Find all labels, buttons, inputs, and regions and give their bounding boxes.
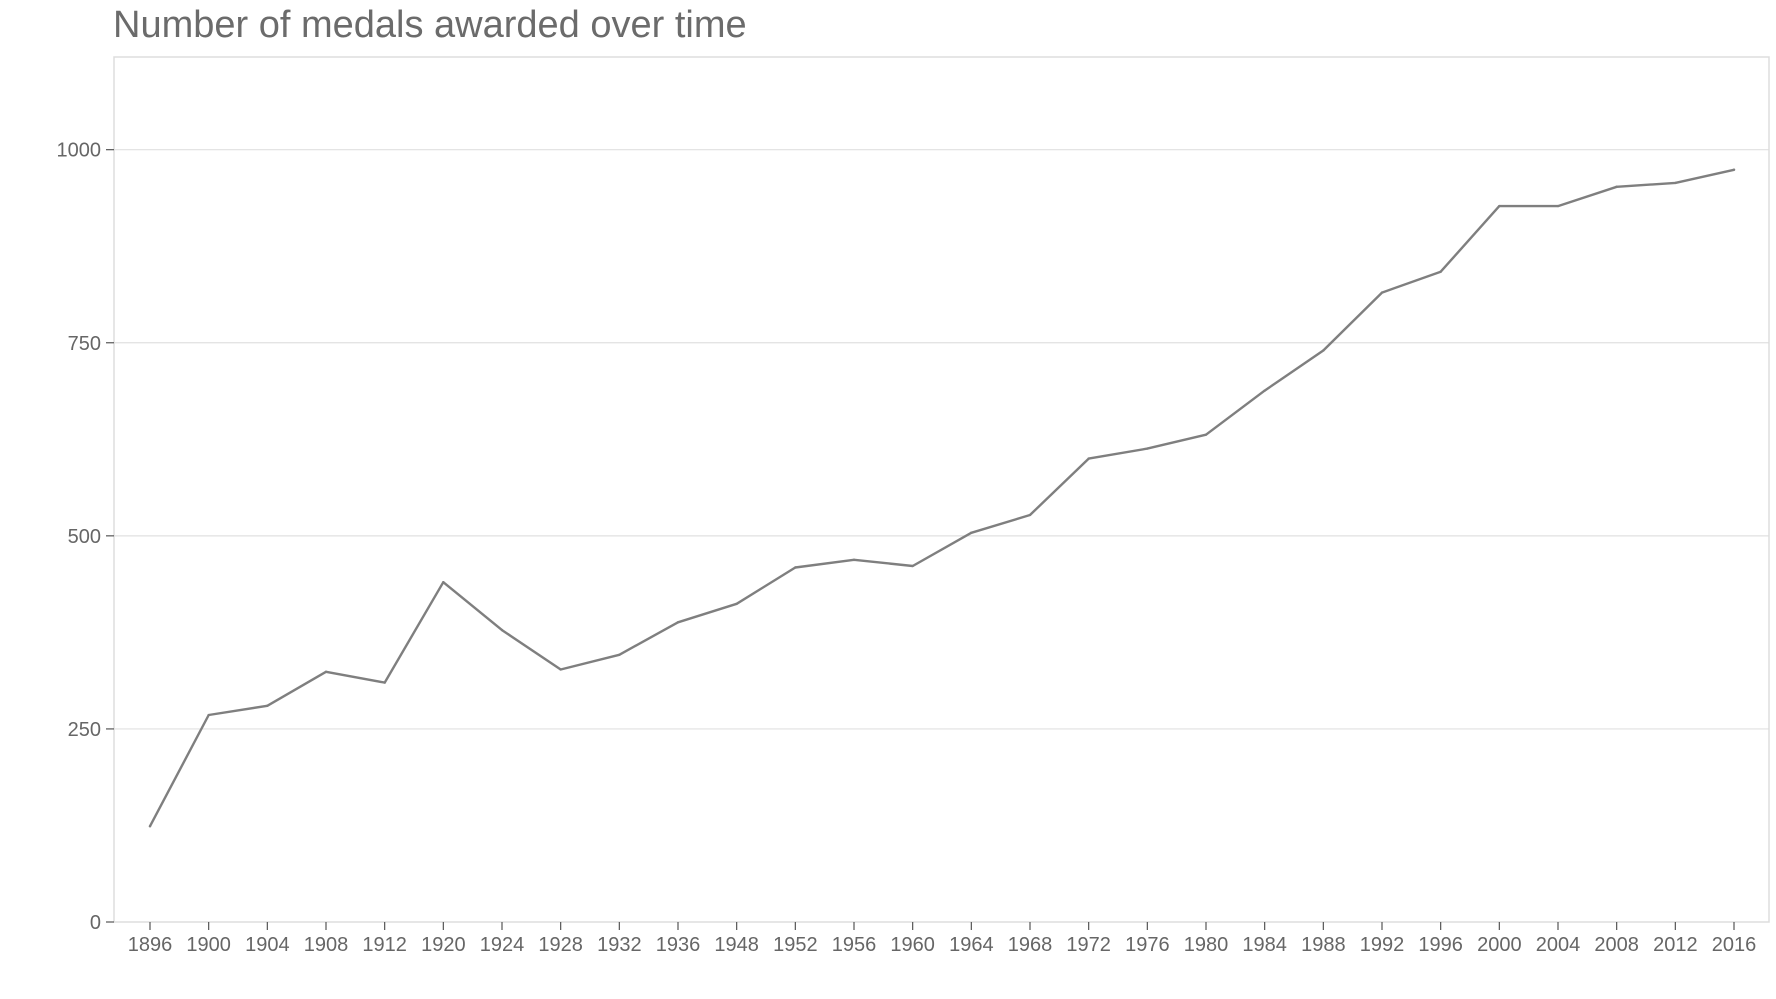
x-tick-label: 2004 xyxy=(1536,934,1581,956)
x-tick-label: 1908 xyxy=(304,934,349,956)
data-point xyxy=(1498,204,1501,208)
x-tick-label: 1996 xyxy=(1418,934,1463,956)
x-tick-label: 1984 xyxy=(1242,934,1287,956)
data-point xyxy=(266,704,269,707)
x-tick-label: 1952 xyxy=(773,934,818,956)
data-point xyxy=(676,621,680,624)
y-tick-label: 0 xyxy=(90,912,101,934)
y-tick-label: 750 xyxy=(68,333,101,355)
y-tick-label: 500 xyxy=(68,526,101,548)
data-point xyxy=(500,628,504,632)
x-tick-label: 1976 xyxy=(1125,934,1170,956)
data-point xyxy=(442,580,445,584)
data-point xyxy=(735,602,738,606)
x-axis: 1896 1900 1904 1908 1912 1920 1924 1928 1932 1936… xyxy=(128,922,1757,956)
data-point xyxy=(618,653,621,656)
data-point xyxy=(1322,349,1325,352)
x-tick-label: 1956 xyxy=(832,934,877,956)
x-tick-label: 2008 xyxy=(1594,934,1639,956)
x-tick-label: 1924 xyxy=(480,934,525,956)
x-tick-label: 1964 xyxy=(949,934,994,956)
x-tick-label: 1960 xyxy=(890,934,935,956)
x-tick-label: 1948 xyxy=(714,934,759,956)
x-tick-label: 1992 xyxy=(1360,934,1405,956)
x-tick-label: 1968 xyxy=(1008,934,1053,956)
x-tick-label: 1928 xyxy=(538,934,583,956)
data-point xyxy=(1732,168,1736,171)
x-tick-label: 1920 xyxy=(421,934,466,956)
data-point xyxy=(970,531,973,534)
x-tick-label: 2012 xyxy=(1653,934,1698,956)
x-tick-label: 2016 xyxy=(1712,934,1757,956)
chart-title: Number of medals awarded over time xyxy=(113,4,747,46)
series-line xyxy=(148,168,1736,828)
data-point xyxy=(207,713,210,717)
x-tick-label: 1988 xyxy=(1301,934,1346,956)
series-layer xyxy=(148,168,1736,828)
data-point xyxy=(1380,291,1384,294)
data-point xyxy=(794,566,797,569)
data-point xyxy=(559,668,562,671)
plot-area-border xyxy=(113,56,1770,923)
x-tick-label: 1936 xyxy=(656,934,701,956)
data-point xyxy=(1263,389,1266,392)
x-tick-label: 1972 xyxy=(1066,934,1111,956)
y-axis: 0 250 500 750 1000 xyxy=(57,140,114,934)
data-point xyxy=(1439,270,1442,273)
x-tick-label: 2000 xyxy=(1477,934,1522,956)
x-tick-label: 1896 xyxy=(128,934,173,956)
y-tick-label: 1000 xyxy=(57,140,102,162)
data-point xyxy=(911,564,914,568)
data-point xyxy=(148,825,152,828)
data-point xyxy=(1204,433,1208,436)
x-tick-label: 1912 xyxy=(362,934,407,956)
data-point xyxy=(1615,185,1618,188)
data-point xyxy=(383,681,386,684)
data-point xyxy=(1028,513,1032,517)
data-point xyxy=(1146,447,1149,450)
x-tick-label: 1980 xyxy=(1184,934,1229,956)
data-point xyxy=(1556,204,1560,208)
data-point xyxy=(852,558,856,561)
data-point xyxy=(324,670,328,673)
x-tick-label: 1900 xyxy=(186,934,231,956)
x-tick-label: 1932 xyxy=(597,934,642,956)
gridlines xyxy=(114,149,1769,730)
y-tick-label: 250 xyxy=(68,719,101,741)
data-point xyxy=(1087,457,1090,460)
data-point xyxy=(1674,181,1677,185)
x-tick-label: 1904 xyxy=(245,934,290,956)
